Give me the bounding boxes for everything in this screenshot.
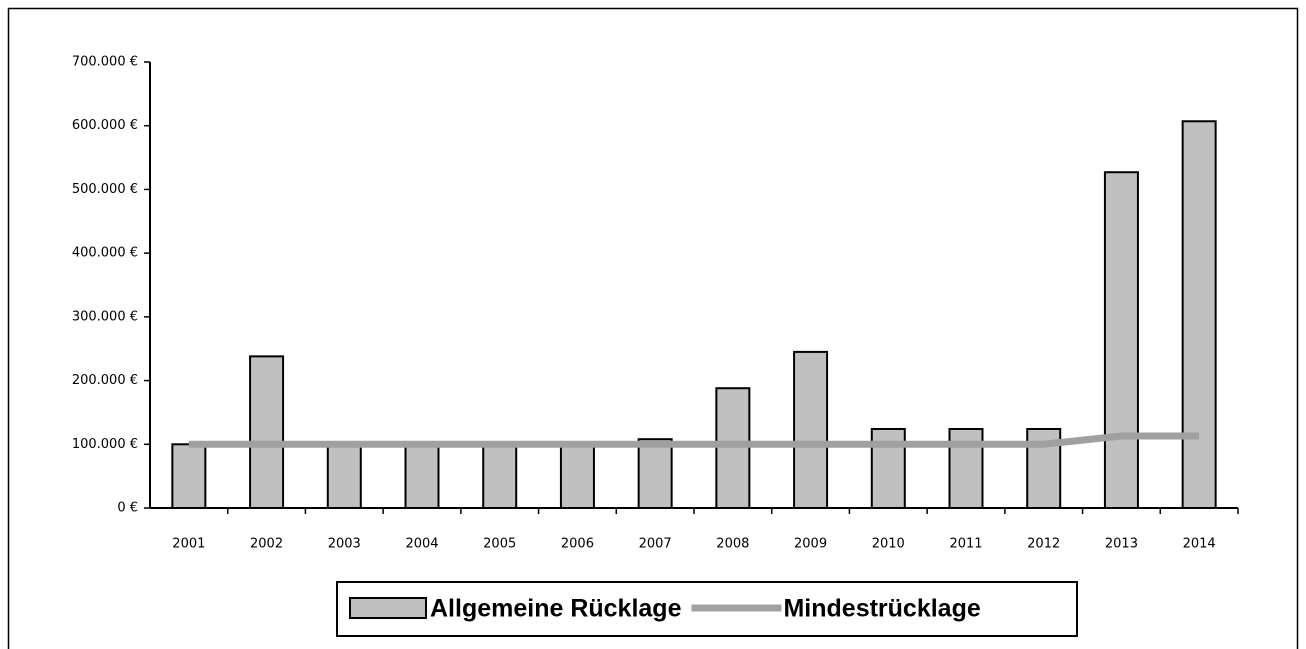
bar <box>637 438 673 509</box>
bar <box>171 443 207 509</box>
bar <box>1181 120 1217 510</box>
bar <box>249 355 285 509</box>
y-tick-label: 200.000 € <box>72 373 138 388</box>
x-tick-label: 2009 <box>794 537 827 552</box>
bar <box>1103 171 1139 509</box>
x-tick-label: 2011 <box>949 537 982 552</box>
y-tick-label: 0 € <box>117 501 138 516</box>
y-tick-label: 400.000 € <box>72 246 138 261</box>
y-tick-label: 600.000 € <box>72 118 138 133</box>
x-tick-label: 2014 <box>1183 537 1216 552</box>
x-tick-label: 2012 <box>1027 537 1060 552</box>
x-tick-label: 2007 <box>639 537 672 552</box>
legend-swatch <box>349 597 427 619</box>
x-tick-label: 2001 <box>172 537 205 552</box>
bar <box>793 350 829 509</box>
y-tick-label: 100.000 € <box>72 437 138 452</box>
x-tick-label: 2008 <box>716 537 749 552</box>
line <box>188 432 1200 448</box>
y-tick-label: 500.000 € <box>72 182 138 197</box>
y-tick-label: 700.000 € <box>72 55 138 70</box>
legend-label: Allgemeine Rücklage <box>430 595 682 623</box>
x-tick-label: 2004 <box>405 537 438 552</box>
x-tick-label: 2006 <box>561 537 594 552</box>
bar <box>482 443 518 509</box>
x-tick-label: 2003 <box>328 537 361 552</box>
x-tick-label: 2005 <box>483 537 516 552</box>
chart-frame <box>7 7 1299 649</box>
bar <box>715 387 751 509</box>
x-tick-label: 2013 <box>1105 537 1138 552</box>
bar <box>404 443 440 509</box>
bar <box>326 443 362 509</box>
x-tick-label: 2010 <box>872 537 905 552</box>
legend-label: Mindestrücklage <box>783 595 980 623</box>
x-tick-label: 2002 <box>250 537 283 552</box>
y-tick-label: 300.000 € <box>72 309 138 324</box>
bar <box>559 443 595 509</box>
